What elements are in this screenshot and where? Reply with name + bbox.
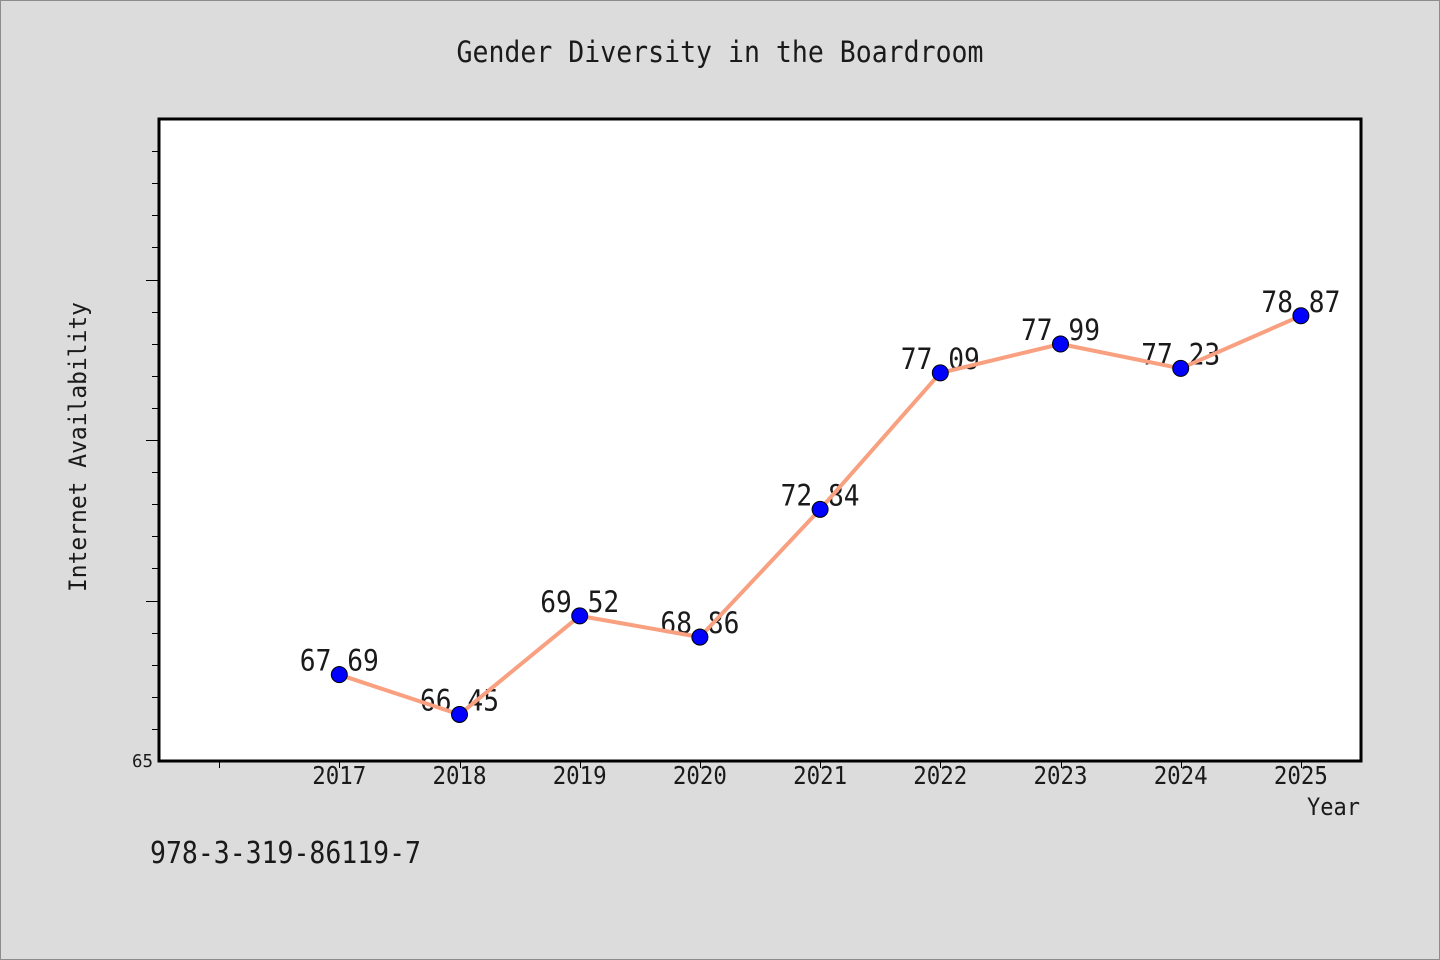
y-axis-label: Internet Availability <box>64 302 92 592</box>
x-tick-label-2017: 2017 <box>312 761 366 790</box>
data-point-2018 <box>451 705 468 723</box>
footer-text: 978-3-319-86119-7 <box>150 836 421 871</box>
x-axis-label: Year <box>1307 793 1360 821</box>
data-point-markers <box>330 307 1310 723</box>
data-point-2021 <box>811 500 829 518</box>
data-point-2022 <box>931 364 949 382</box>
x-axis-tick-labels: 2017 2018 2019 2020 2021 2022 2023 2024 2025 <box>312 761 1328 790</box>
data-point-2020 <box>691 628 709 646</box>
data-point-2024 <box>1172 359 1190 377</box>
y-tick-label-65: 65 <box>132 751 153 772</box>
chart-title: Gender Diversity in the Boardroom <box>457 35 984 69</box>
x-tick-label-2023: 2023 <box>1034 761 1088 790</box>
x-tick-label-2025: 2025 <box>1274 761 1328 790</box>
data-point-2019 <box>571 607 589 625</box>
x-tick-label-2020: 2020 <box>673 761 727 790</box>
data-point-2023 <box>1052 335 1069 353</box>
data-point-2017 <box>330 666 348 684</box>
x-tick-label-2021: 2021 <box>793 761 847 790</box>
x-tick-label-2022: 2022 <box>913 761 967 790</box>
x-tick-label-2024: 2024 <box>1154 761 1208 790</box>
plot-area <box>159 119 1361 761</box>
x-tick-label-2018: 2018 <box>433 761 487 790</box>
plot-frame <box>157 117 1363 763</box>
y-axis-tick-labels: 65 <box>132 751 153 772</box>
data-point-2025 <box>1292 307 1310 325</box>
x-tick-label-2019: 2019 <box>553 761 607 790</box>
